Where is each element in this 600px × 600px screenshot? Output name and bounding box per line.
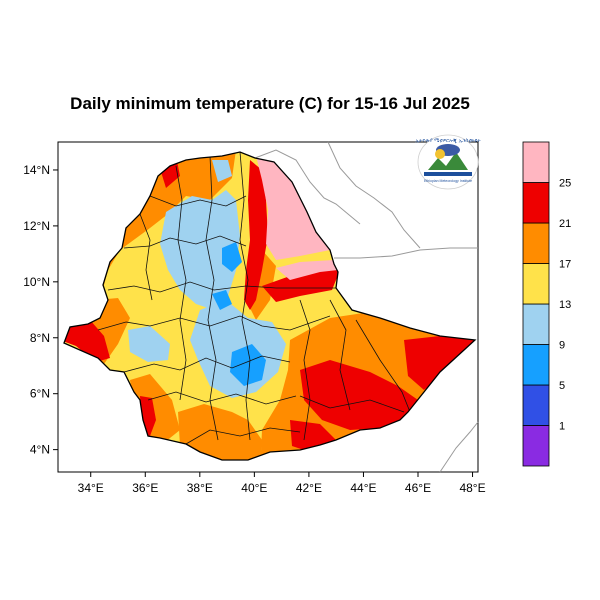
lon-tick-label: 34°E bbox=[78, 481, 104, 495]
legend-swatch bbox=[522, 303, 550, 345]
legend-swatch bbox=[522, 344, 550, 386]
legend-swatch bbox=[522, 263, 550, 305]
legend-label: 25 bbox=[559, 178, 571, 190]
page-title: Daily minimum temperature (C) for 15-16 … bbox=[70, 94, 470, 113]
lon-tick-label: 36°E bbox=[132, 481, 158, 495]
logo-subtext: Ethiopian Meteorology Institute bbox=[424, 179, 472, 183]
zone-9-13-west bbox=[128, 326, 170, 362]
zone-5-9-north bbox=[222, 242, 242, 272]
admin-boundaries bbox=[97, 152, 411, 445]
logo-text: ኢትዮጵያ ሜቲዎሮሎጂ ኢንስቲትዩት bbox=[415, 138, 481, 144]
legend-swatch bbox=[522, 182, 550, 224]
color-legend: 1 5 9 13 17 21 25 bbox=[522, 141, 571, 467]
lat-tick-label: 14°N bbox=[23, 163, 50, 177]
legend-label: 9 bbox=[559, 340, 565, 352]
legend-label: 13 bbox=[559, 299, 571, 311]
lat-tick-label: 10°N bbox=[23, 275, 50, 289]
zone-21-25-west bbox=[64, 320, 110, 362]
lon-tick-label: 44°E bbox=[350, 481, 376, 495]
lat-tick-label: 4°N bbox=[30, 443, 50, 457]
lat-tick-label: 6°N bbox=[30, 387, 50, 401]
legend-label: 1 bbox=[559, 421, 565, 433]
lon-tick-label: 38°E bbox=[187, 481, 213, 495]
lon-tick-label: 42°E bbox=[296, 481, 322, 495]
lon-tick-label: 40°E bbox=[241, 481, 267, 495]
institute-logo: ኢትዮጵያ ሜቲዎሮሎጂ ኢንስቲትዩት Ethiopian Meteorolo… bbox=[415, 134, 481, 190]
zone-above-25-danakil bbox=[256, 156, 330, 260]
legend-label: 21 bbox=[559, 218, 571, 230]
legend-label: 17 bbox=[559, 259, 571, 271]
zone-21-25-ogaden bbox=[300, 360, 418, 430]
zone-above-25-djibouti-border bbox=[276, 260, 338, 280]
zone-21-25-afar bbox=[244, 160, 268, 310]
zone-21-25-far-east bbox=[404, 336, 475, 390]
neighbor-borders bbox=[254, 141, 479, 473]
legend-swatch bbox=[522, 141, 550, 183]
zone-21-25-east-lowland bbox=[262, 268, 340, 302]
zone-9-13-north bbox=[212, 160, 232, 182]
lat-tick-label: 8°N bbox=[30, 331, 50, 345]
zone-5-9-bale bbox=[230, 344, 266, 386]
legend-swatch bbox=[522, 425, 550, 467]
lon-tick-label: 46°E bbox=[405, 481, 431, 495]
legend-swatch bbox=[522, 222, 550, 264]
legend-label: 5 bbox=[559, 380, 565, 392]
lon-tick-label: 48°E bbox=[459, 481, 485, 495]
zone-5-9-central bbox=[212, 290, 232, 310]
zone-17-21-south bbox=[178, 404, 262, 460]
legend-swatch bbox=[522, 384, 550, 426]
axis-ticks: 34°E 36°E 38°E 40°E 42°E 44°E 46°E 48°E 14°N 12°N… bbox=[23, 163, 485, 495]
lat-tick-label: 12°N bbox=[23, 219, 50, 233]
